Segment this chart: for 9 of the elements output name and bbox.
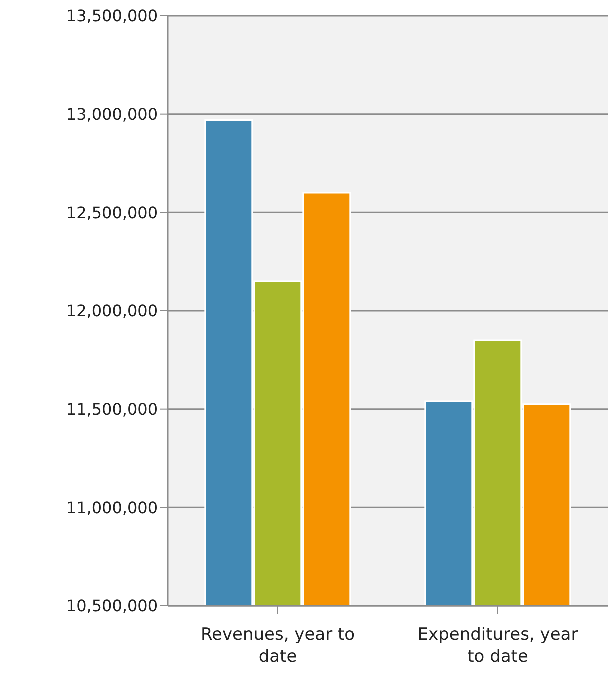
y-tick-label: 13,000,000 [66,105,158,124]
y-tick-label: 10,500,000 [66,596,158,616]
y-tick-label: 11,000,000 [66,498,158,518]
y-tick-label: 12,000,000 [66,302,158,321]
y-tick-label: 12,500,000 [66,203,158,222]
x-tick-label: Revenues, year to date [200,625,356,667]
x-tick-label: Expenditures, year to date [418,625,578,667]
y-tick-label: 13,500,000 [66,6,158,26]
y-tick-label: 11,500,000 [66,400,158,420]
